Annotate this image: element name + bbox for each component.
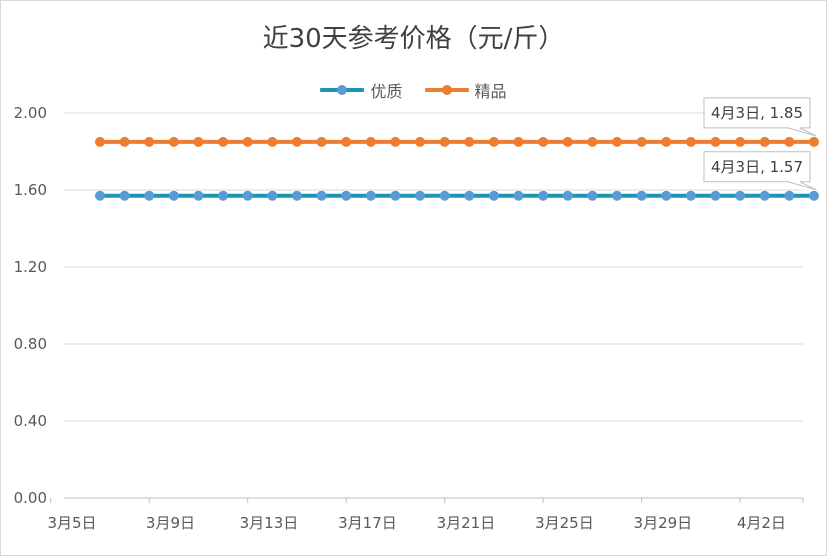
series-point-1 [119, 136, 130, 147]
series-point-0 [612, 190, 623, 201]
series-point-1 [488, 136, 499, 147]
series-point-1 [218, 136, 229, 147]
series-point-0 [661, 190, 672, 201]
series-point-0 [759, 190, 770, 201]
series-point-0 [267, 190, 278, 201]
data-callout-box [703, 151, 817, 191]
y-tick-label: 2.00 [14, 104, 47, 122]
series-point-0 [513, 190, 524, 201]
series-point-1 [661, 136, 672, 147]
series-point-1 [415, 136, 426, 147]
legend-swatch-youzhi [320, 85, 365, 95]
series-point-1 [267, 136, 278, 147]
series-point-1 [759, 136, 770, 147]
series-point-0 [415, 190, 426, 201]
series-point-0 [710, 190, 721, 201]
series-point-0 [218, 190, 229, 201]
series-point-1 [390, 136, 401, 147]
x-tick-label: 3月9日 [146, 514, 195, 532]
legend-label-jingpin: 精品 [474, 82, 507, 101]
series-point-1 [464, 136, 475, 147]
series-point-0 [390, 190, 401, 201]
legend-item-youzhi: 优质 [320, 78, 403, 102]
series-point-1 [242, 136, 253, 147]
x-tick-label: 4月2日 [737, 514, 786, 532]
series-point-1 [612, 136, 623, 147]
series-point-1 [144, 136, 155, 147]
series-point-1 [291, 136, 302, 147]
data-callout-label: 4月3日, 1.85 [711, 104, 803, 122]
legend-label-youzhi: 优质 [370, 82, 403, 101]
x-tick-label: 3月13日 [240, 514, 299, 532]
series-point-1 [95, 136, 105, 147]
x-tick-label: 3月21日 [437, 514, 496, 532]
x-tick-label: 3月25日 [535, 514, 594, 532]
series-point-0 [562, 190, 573, 201]
series-point-0 [341, 190, 352, 201]
series-point-1 [439, 136, 450, 147]
series-point-1 [587, 136, 598, 147]
series-point-1 [168, 136, 179, 147]
series-point-0 [685, 190, 696, 201]
series-point-0 [538, 190, 549, 201]
series-point-0 [316, 190, 327, 201]
x-tick-label: 3月17日 [338, 514, 397, 532]
series-point-0 [488, 190, 499, 201]
series-point-1 [784, 136, 795, 147]
y-tick-label: 1.60 [14, 181, 47, 199]
series-point-0 [365, 190, 376, 201]
legend: 优质 精品 [0, 78, 827, 102]
series-point-0 [291, 190, 302, 201]
data-callout-label: 4月3日, 1.57 [711, 158, 803, 176]
chart-title: 近30天参考价格（元/斤） [262, 24, 565, 54]
series-point-1 [193, 136, 204, 147]
series-point-0 [636, 190, 647, 201]
series-point-0 [735, 190, 746, 201]
series-point-1 [365, 136, 376, 147]
y-tick-label: 0.80 [14, 335, 47, 353]
series-point-0 [439, 190, 450, 201]
series-point-1 [316, 136, 327, 147]
series-point-0 [193, 190, 204, 201]
series-point-0 [95, 190, 105, 201]
series-point-1 [808, 136, 819, 147]
series-point-1 [513, 136, 524, 147]
series-point-0 [464, 190, 475, 201]
y-tick-label: 0.40 [14, 412, 47, 430]
series-point-1 [685, 136, 696, 147]
x-tick-label: 3月5日 [47, 514, 96, 532]
series-point-0 [242, 190, 253, 201]
legend-swatch-jingpin [424, 85, 469, 95]
series-point-1 [341, 136, 352, 147]
series-point-0 [144, 190, 155, 201]
legend-item-jingpin: 精品 [424, 78, 507, 102]
series-point-0 [168, 190, 179, 201]
series-point-1 [636, 136, 647, 147]
series-point-1 [562, 136, 573, 147]
x-tick-label: 3月29日 [634, 514, 693, 532]
series-point-0 [808, 190, 819, 201]
data-callout-box [703, 97, 817, 137]
series-point-1 [538, 136, 549, 147]
series-point-0 [587, 190, 598, 201]
series-point-1 [735, 136, 746, 147]
series-point-0 [119, 190, 130, 201]
series-point-0 [784, 190, 795, 201]
y-tick-label: 1.20 [14, 258, 47, 276]
series-point-1 [710, 136, 721, 147]
y-tick-label: 0.00 [14, 489, 47, 507]
